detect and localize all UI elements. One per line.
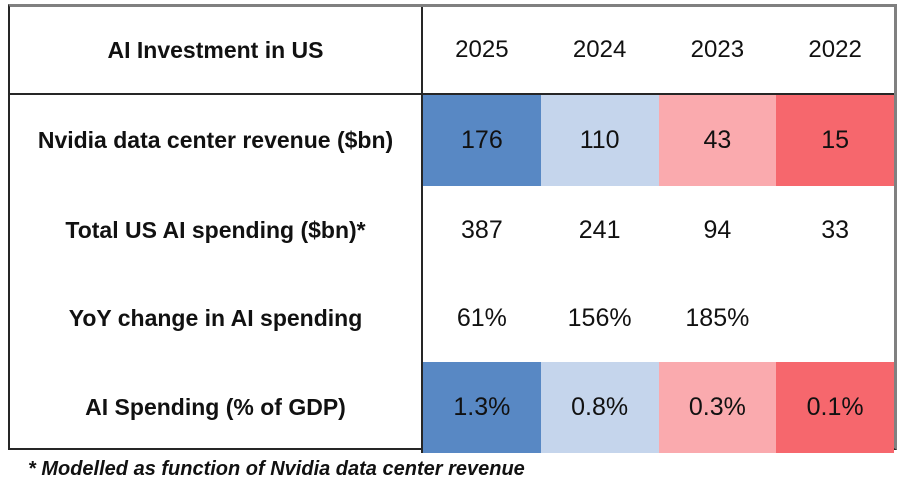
ai-investment-table: AI Investment in US 2025 2024 2023 2022 … — [8, 4, 897, 453]
row-label-gdp-share: AI Spending (% of GDP) — [10, 362, 423, 453]
row-label-nvidia-revenue: Nvidia data center revenue ($bn) — [10, 95, 423, 186]
table-cell-yoy-2023: 185% — [685, 303, 750, 332]
column-header-2024: 2024 — [540, 7, 659, 95]
table-cell-gdp-2023: 0.3% — [658, 362, 777, 453]
table-cell-nvidia-2025: 176 — [423, 95, 541, 186]
table-cell-gdp-2024: 0.8% — [540, 362, 659, 453]
table-cell-gdp-2022: 0.1% — [776, 362, 894, 453]
table-cell-yoy-2024: 156% — [567, 303, 632, 332]
row-label-total-spending: Total US AI spending ($bn)* — [10, 186, 423, 274]
table-cell-total-2022: 33 — [821, 215, 850, 244]
table-cell-total-2025: 387 — [461, 215, 503, 244]
table-cell-nvidia-2024: 110 — [540, 95, 659, 186]
table-cell-gdp-2025: 1.3% — [423, 362, 541, 453]
table-cell-total-2023: 94 — [703, 215, 732, 244]
table-cell-yoy-2025: 61% — [456, 303, 507, 332]
table-cell-yoy-2022-empty — [776, 274, 894, 362]
column-header-2022: 2022 — [776, 7, 894, 95]
table-cell-total-2024: 241 — [578, 215, 621, 244]
table-cell-nvidia-2023: 43 — [658, 95, 777, 186]
table-title: AI Investment in US — [10, 7, 423, 95]
footnote: * Modelled as function of Nvidia data ce… — [28, 458, 525, 480]
column-header-2023: 2023 — [658, 7, 777, 95]
table-cell-nvidia-2022: 15 — [776, 95, 894, 186]
row-label-yoy-change: YoY change in AI spending — [10, 274, 423, 362]
column-header-2025: 2025 — [423, 7, 541, 95]
